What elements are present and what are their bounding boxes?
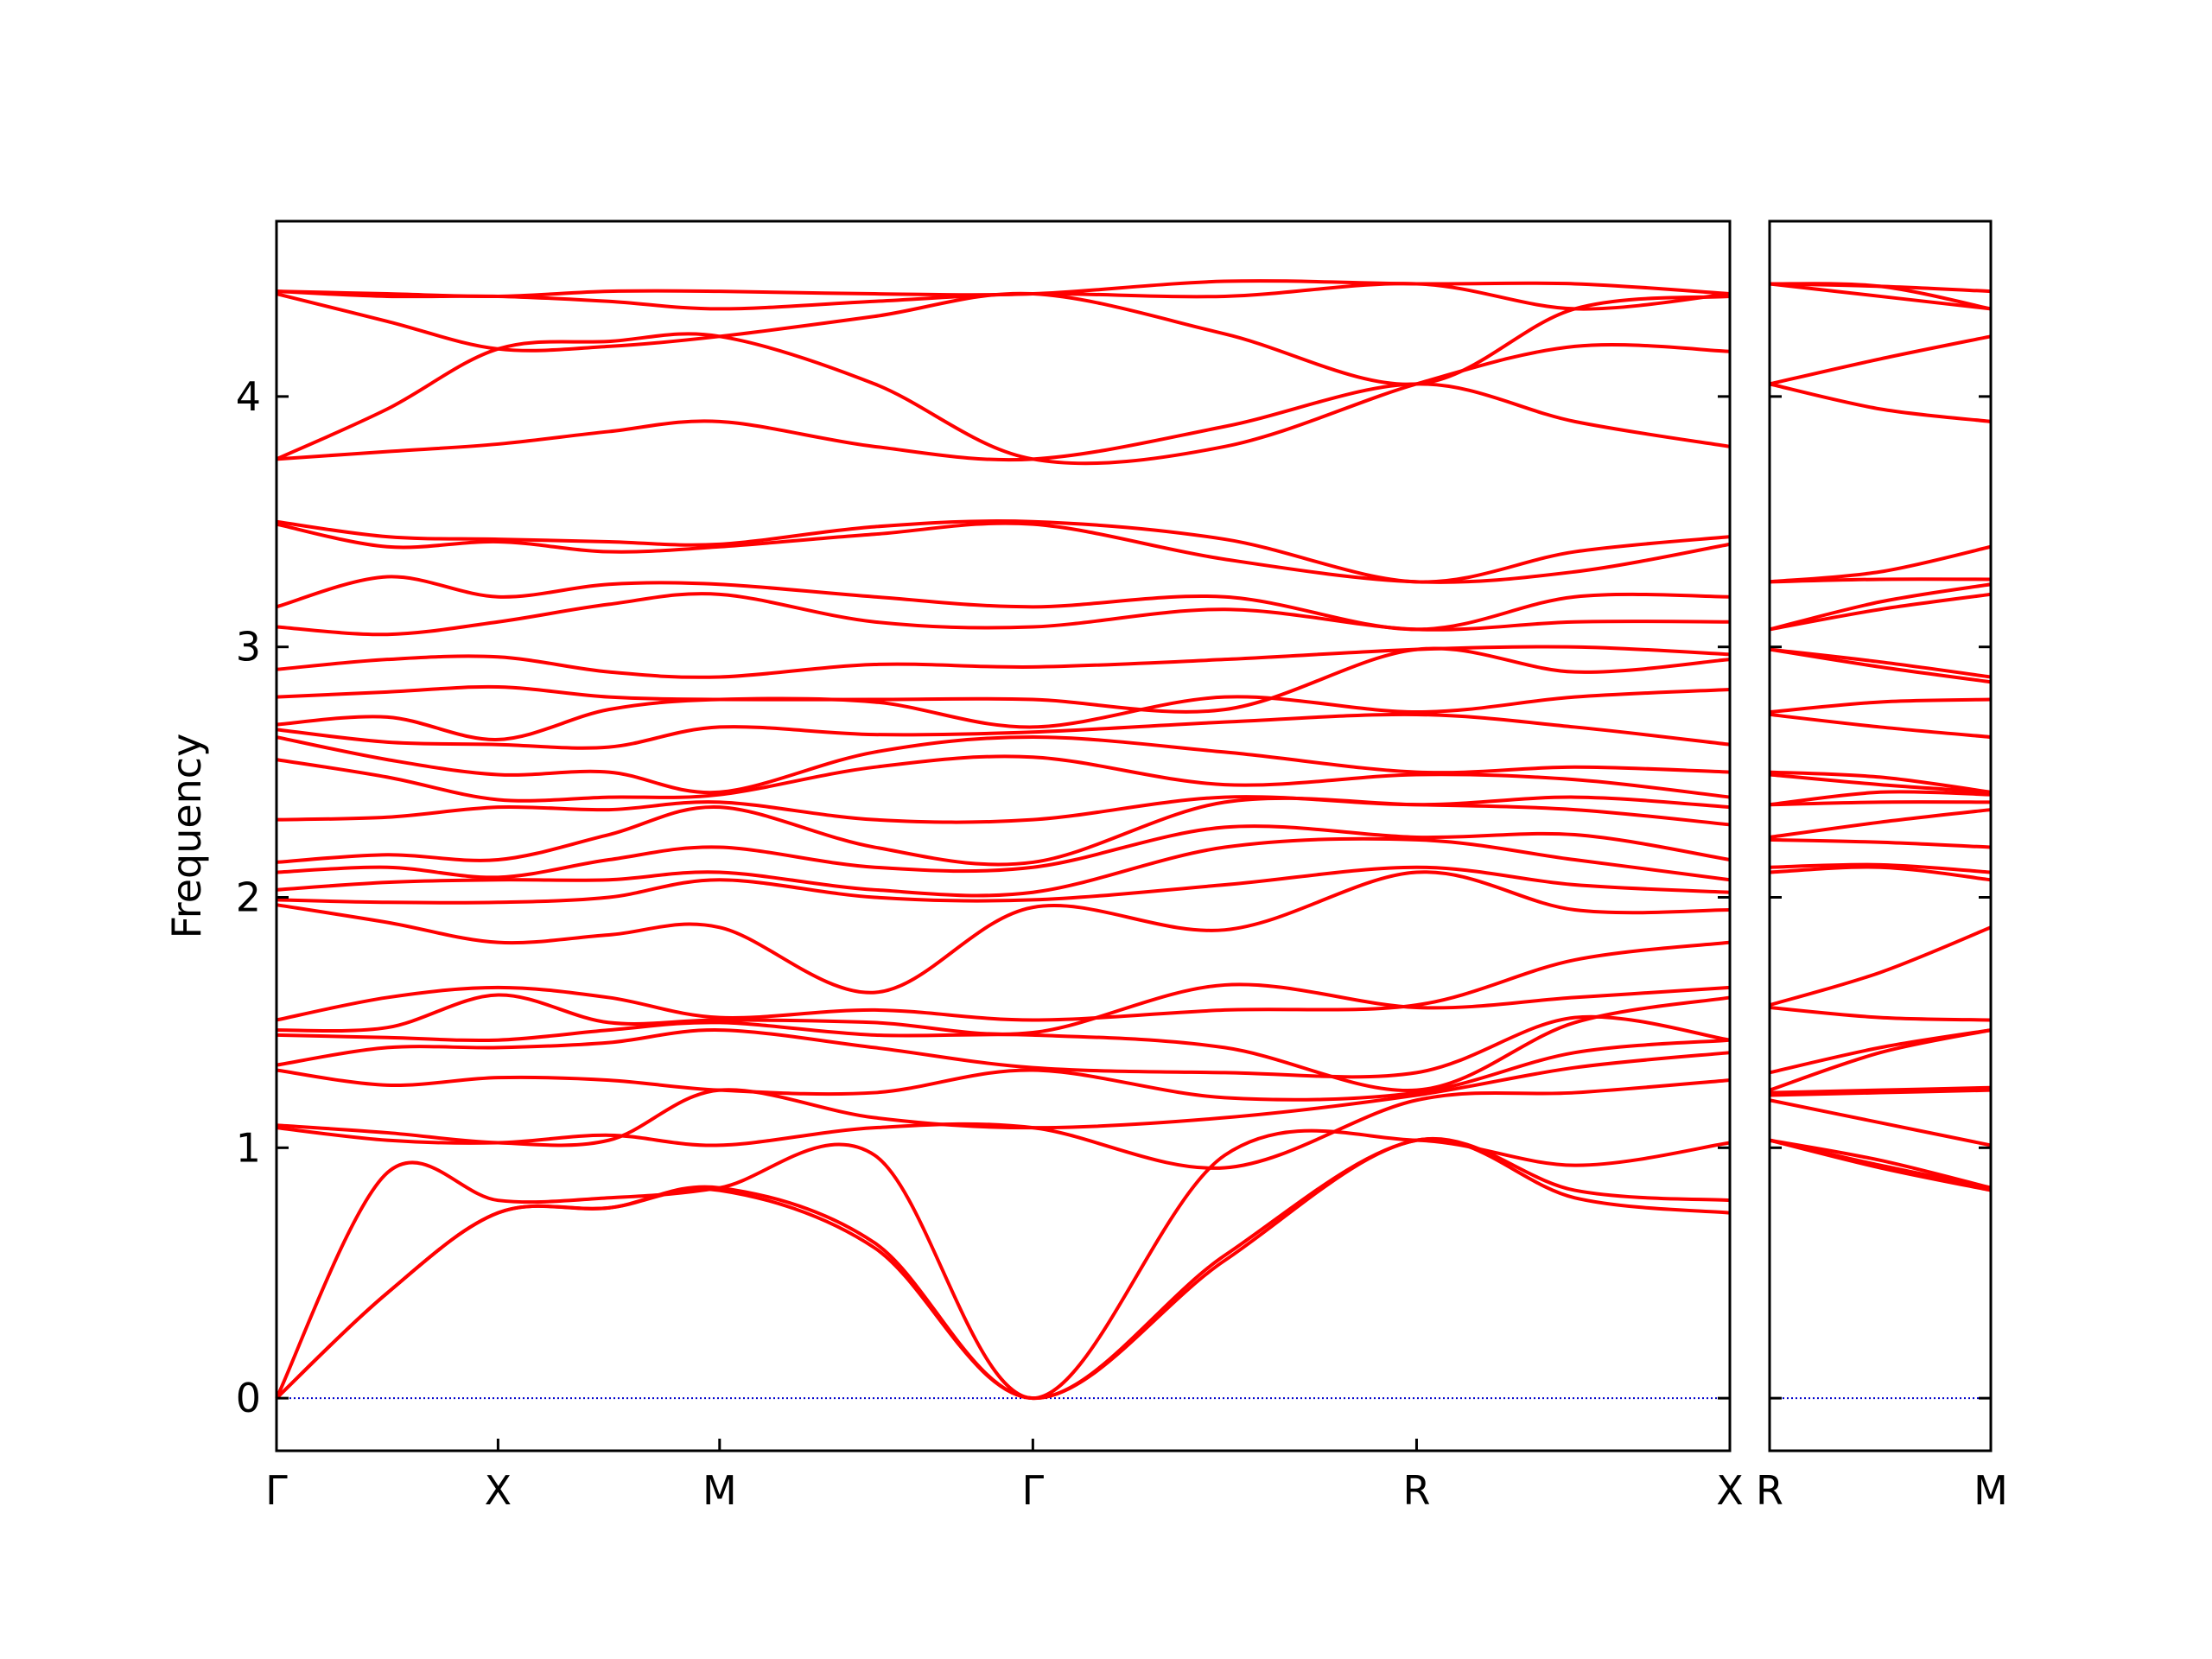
band-line bbox=[276, 865, 1731, 905]
band-line bbox=[276, 646, 1731, 714]
band-line bbox=[276, 382, 1731, 462]
band-line bbox=[1769, 592, 1992, 632]
band-line bbox=[276, 575, 1731, 632]
band-line bbox=[1769, 697, 1992, 715]
band-line bbox=[276, 1051, 1731, 1147]
band-line bbox=[1769, 790, 1992, 807]
band-line bbox=[1769, 1006, 1992, 1022]
band-line bbox=[276, 754, 1731, 803]
x-tick-label: R bbox=[1402, 1467, 1430, 1514]
band-line bbox=[1769, 282, 1992, 311]
band-line bbox=[1769, 865, 1992, 882]
band-line bbox=[276, 592, 1731, 637]
band-line bbox=[276, 332, 1731, 466]
x-tick-label: X bbox=[1716, 1467, 1744, 1514]
band-line bbox=[276, 521, 1731, 584]
band-line bbox=[1769, 1088, 1992, 1097]
band-line bbox=[276, 712, 1731, 750]
x-tick-label: Γ bbox=[1022, 1467, 1045, 1514]
band-line bbox=[1769, 1138, 1992, 1190]
band-line bbox=[1769, 800, 1992, 807]
x-tick-label: M bbox=[702, 1467, 737, 1514]
band-line bbox=[276, 836, 1731, 898]
y-axis-label: Frequency bbox=[163, 734, 210, 939]
band-line bbox=[276, 279, 1731, 299]
band-line bbox=[1769, 862, 1992, 874]
band-line bbox=[1769, 712, 1992, 740]
band-line bbox=[276, 519, 1731, 584]
y-tick-label: 4 bbox=[236, 373, 261, 420]
band-line bbox=[1769, 925, 1992, 1007]
y-tick-label: 1 bbox=[236, 1124, 261, 1171]
band-line bbox=[1769, 582, 1992, 632]
x-tick-label: X bbox=[485, 1467, 512, 1514]
band-line bbox=[276, 687, 1731, 741]
band-line bbox=[276, 735, 1731, 795]
y-tick-label: 2 bbox=[236, 874, 261, 921]
band-line bbox=[276, 1038, 1731, 1102]
band-line bbox=[276, 940, 1731, 1022]
band-line bbox=[276, 982, 1731, 1036]
band-line bbox=[276, 870, 1731, 995]
band-line bbox=[276, 645, 1731, 679]
band-line bbox=[1769, 837, 1992, 849]
band-line bbox=[275, 1137, 1731, 1401]
band-line bbox=[1769, 334, 1992, 386]
y-tick-label: 0 bbox=[236, 1375, 261, 1421]
band-line bbox=[275, 1128, 1731, 1401]
band-line bbox=[1769, 382, 1992, 423]
band-line bbox=[1769, 770, 1992, 794]
band-line bbox=[276, 1014, 1731, 1079]
band-line bbox=[1769, 808, 1992, 839]
band-line bbox=[1769, 1085, 1992, 1095]
band-line bbox=[1769, 1098, 1992, 1147]
y-tick-label: 3 bbox=[236, 624, 261, 671]
plot-frame bbox=[1768, 219, 1993, 1452]
band-line bbox=[1769, 772, 1992, 794]
band-line bbox=[276, 995, 1731, 1093]
x-tick-label: M bbox=[1974, 1467, 2008, 1514]
band-line bbox=[276, 795, 1731, 824]
x-tick-label: Γ bbox=[265, 1467, 288, 1514]
band-line bbox=[276, 796, 1731, 867]
band-line bbox=[1769, 544, 1992, 584]
band-line bbox=[1769, 1028, 1992, 1092]
band-line bbox=[1769, 647, 1992, 679]
band-line bbox=[276, 291, 1731, 386]
plot-frame bbox=[275, 219, 1732, 1452]
band-line bbox=[275, 1137, 1731, 1401]
band-line bbox=[1769, 282, 1992, 294]
band-line bbox=[276, 824, 1731, 880]
x-tick-label: R bbox=[1756, 1467, 1783, 1514]
